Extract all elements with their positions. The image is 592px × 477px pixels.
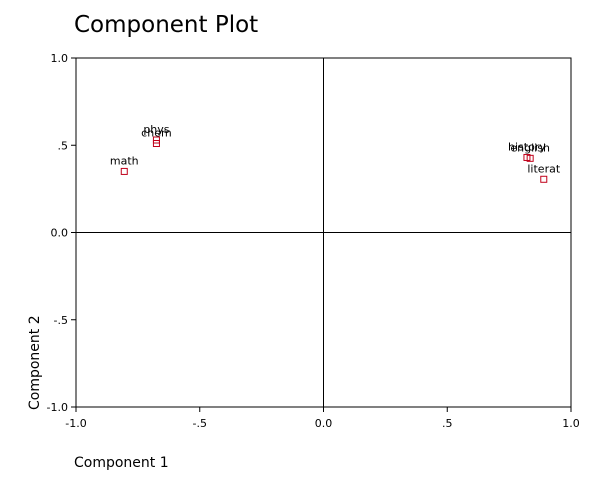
y-tick-label: 0.0 — [51, 227, 69, 240]
data-point-math — [120, 167, 128, 175]
y-tick-label: .5 — [58, 139, 69, 152]
y-axis-label: Component 2 — [27, 315, 43, 410]
x-tick-label: 0.0 — [315, 417, 333, 430]
point-label-english: english — [510, 141, 550, 154]
point-label-math: math — [110, 154, 139, 167]
point-label-phys: phys — [143, 123, 169, 136]
x-axis-label: Component 1 — [74, 455, 169, 471]
y-tick-label: -.5 — [54, 314, 68, 327]
x-tick-label: -.5 — [193, 417, 207, 430]
x-tick-label: -1.0 — [65, 417, 86, 430]
x-tick-label: 1.0 — [562, 417, 580, 430]
point-label-chem: chem — [141, 127, 172, 140]
x-tick-label: .5 — [442, 417, 453, 430]
y-tick-label: 1.0 — [51, 52, 69, 65]
point-label-literat: literat — [527, 162, 560, 175]
y-tick-label: -1.0 — [47, 401, 68, 414]
point-label-history: history — [508, 140, 546, 153]
chart-title: Component Plot — [74, 12, 259, 38]
data-point-chem — [152, 140, 160, 148]
data-point-literat — [540, 175, 548, 183]
data-point-english — [526, 154, 534, 162]
